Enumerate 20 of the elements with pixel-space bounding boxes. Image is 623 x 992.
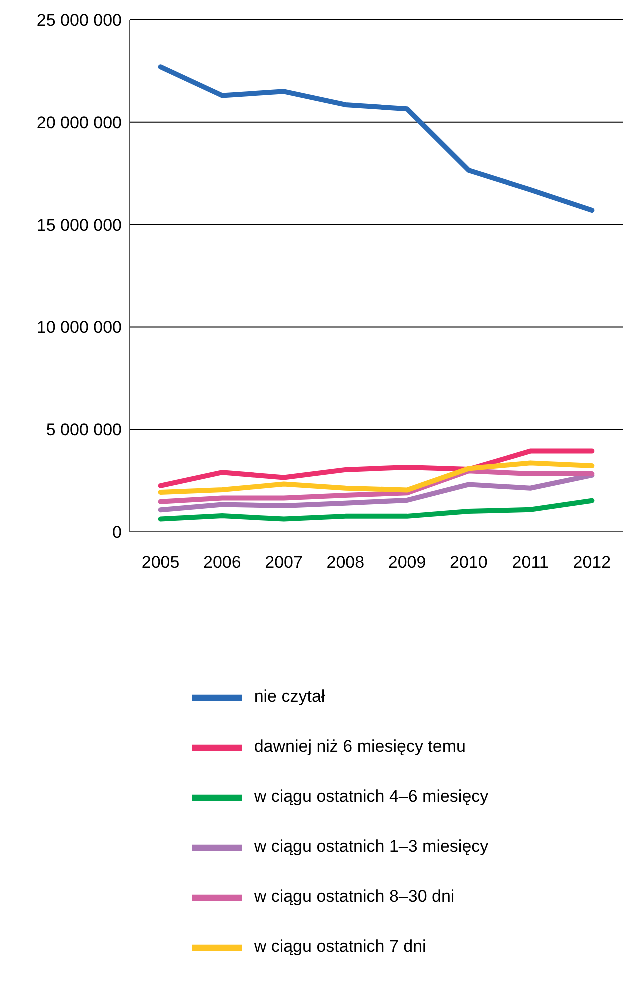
legend-label: w ciągu ostatnich 7 dni [254,937,426,956]
y-tick-label: 15 000 000 [36,216,122,235]
y-tick-label: 20 000 000 [36,113,122,132]
x-tick-label: 2007 [265,553,303,572]
legend-label: w ciągu ostatnich 4–6 miesięcy [254,787,489,806]
y-tick-label: 10 000 000 [36,318,122,338]
x-tick-label: 2008 [326,553,365,572]
y-tick-label: 25 000 000 [36,11,122,30]
x-tick-label: 2006 [204,553,242,572]
legend-label: nie czytał [254,687,326,706]
y-tick-label: 5 000 000 [46,420,122,440]
x-tick-label: 2009 [388,553,426,572]
x-tick-label: 2005 [142,553,180,572]
x-tick-label: 2011 [512,553,549,572]
x-tick-label: 2012 [573,553,612,572]
legend-label: w ciągu ostatnich 8–30 dni [254,887,455,906]
legend-label: dawniej niż 6 miesięcy temu [254,737,466,756]
x-tick-label: 2010 [450,553,488,572]
legend-label: w ciągu ostatnich 1–3 miesięcy [254,837,489,856]
y-tick-label: 0 [112,523,122,542]
